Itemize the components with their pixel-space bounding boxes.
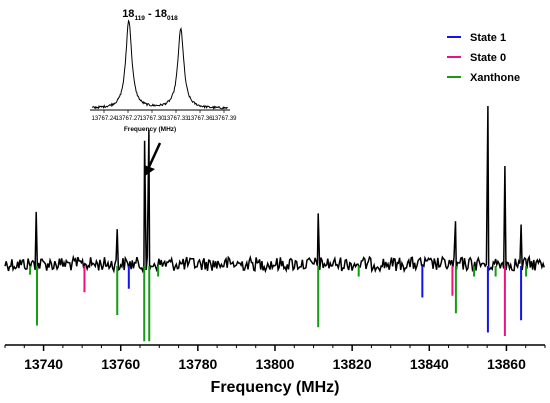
x-tick-label: 13800	[256, 356, 295, 372]
x-tick-label: 13740	[24, 356, 63, 372]
legend: State 1 State 0 Xanthone	[447, 32, 520, 84]
spectrum-trace	[4, 105, 545, 274]
inset-title-sub1: 119	[134, 15, 145, 22]
inset-x-tick-label: 13767.39	[211, 116, 237, 122]
x-axis-ticks: 13740 13760 13780 13800 13820 13840 13860	[4, 345, 546, 372]
pointer-arrow-shaft	[147, 142, 162, 168]
pointer-arrow-head	[144, 165, 155, 176]
x-axis-label: Frequency (MHz)	[211, 379, 340, 396]
pointer-arrow	[144, 142, 162, 176]
x-tick-label: 13840	[410, 356, 449, 372]
inset-x-tick-label: 13767.30	[139, 116, 165, 122]
legend-label-xanthone: Xanthone	[470, 72, 520, 84]
inset-title-main: 18	[122, 8, 134, 20]
inset-x-tick-label: 13767.33	[163, 116, 189, 122]
stick-lines-group	[29, 266, 528, 342]
inset-title-mid: - 18	[145, 8, 167, 20]
inset-x-axis-ticks: 13767.2413767.2713767.3013767.3313767.36…	[91, 110, 237, 122]
inset-x-tick-label: 13767.24	[91, 116, 117, 122]
x-tick-label: 13780	[178, 356, 217, 372]
inset-x-axis-label: Frequency (MHz)	[124, 126, 176, 133]
x-tick-label: 13860	[487, 356, 526, 372]
inset-trace-group	[91, 19, 228, 110]
inset-x-tick-label: 13767.36	[187, 116, 213, 122]
legend-label-state-1: State 1	[470, 32, 506, 44]
inset-trace	[91, 19, 228, 110]
spectrum-trace-group	[4, 105, 545, 274]
inset-plot: 18119 - 18018 13767.2413767.2713767.3013…	[90, 8, 237, 133]
inset-title: 18119 - 18018	[122, 8, 178, 22]
x-tick-label: 13760	[101, 356, 140, 372]
legend-label-state-0: State 0	[470, 52, 506, 64]
inset-x-tick-label: 13767.27	[115, 116, 141, 122]
inset-title-sub2: 018	[167, 15, 178, 22]
x-tick-label: 13820	[333, 356, 372, 372]
